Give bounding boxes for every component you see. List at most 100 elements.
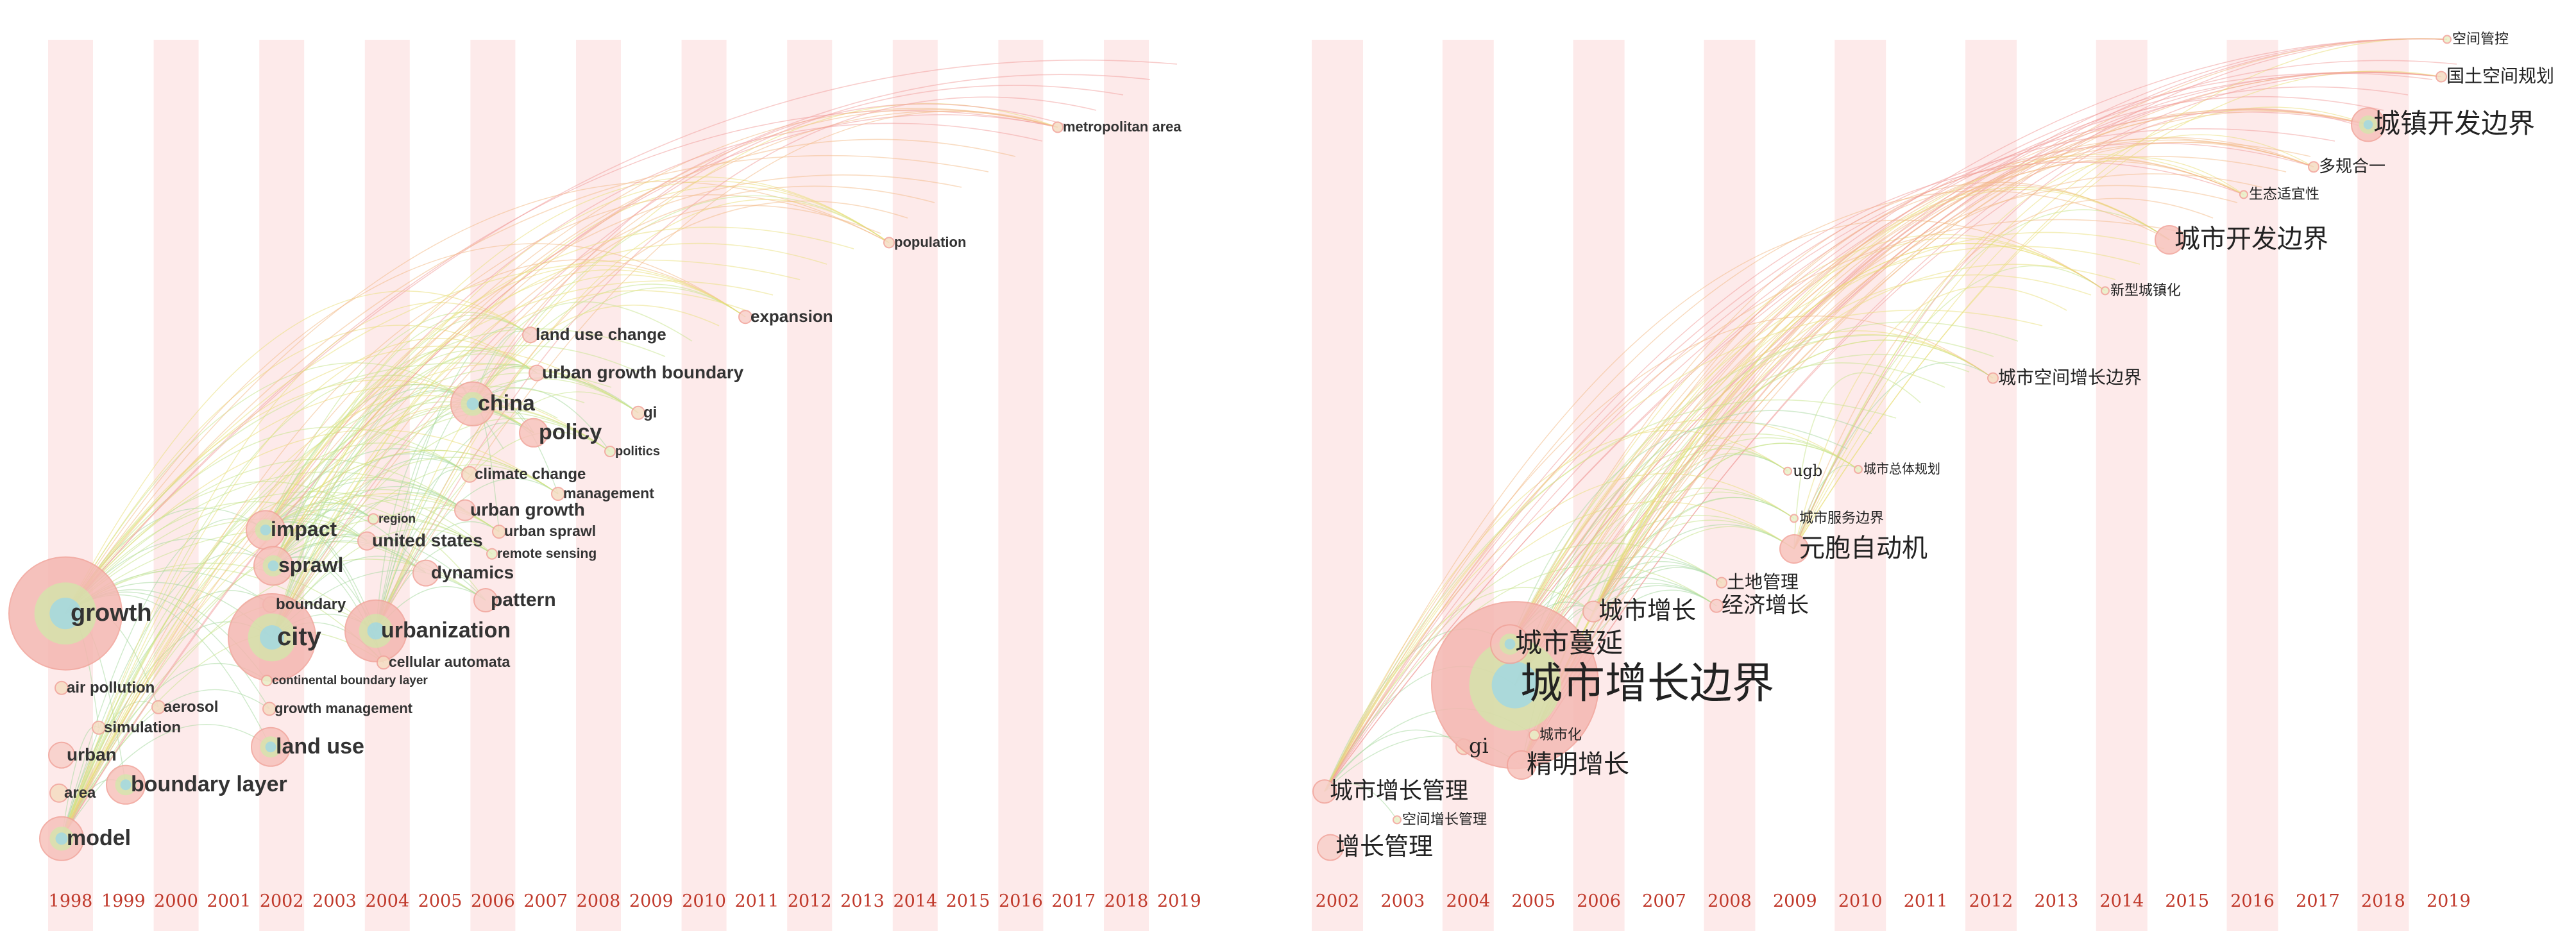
- co-occurrence-link: [265, 122, 1043, 530]
- keyword-node-center: [260, 525, 271, 535]
- year-label-2004: 2004: [1446, 891, 1490, 911]
- keyword-node: [1393, 815, 1402, 825]
- co-occurrence-link: [65, 362, 612, 614]
- co-occurrence-link: [1793, 286, 2067, 550]
- year-label-2015: 2015: [2165, 891, 2209, 911]
- keyword-label: china: [478, 391, 536, 416]
- keyword-node: [461, 466, 478, 483]
- year-stripe-2006: [470, 40, 516, 931]
- year-label-2017: 2017: [2296, 891, 2340, 911]
- co-occurrence-link: [61, 194, 890, 839]
- co-occurrence-link: [61, 174, 962, 839]
- keyword-node: [48, 741, 75, 769]
- keyword-label: 元胞自动机: [1799, 534, 1928, 563]
- keyword-node: [377, 655, 391, 670]
- co-occurrence-link: [1593, 274, 2092, 612]
- year-label-2008: 2008: [1707, 891, 1752, 911]
- keyword-label: area: [64, 784, 96, 802]
- year-stripe-2014: [892, 40, 938, 931]
- year-stripe-2000: [153, 40, 199, 931]
- co-occurrence-link: [1324, 399, 1897, 792]
- keyword-label: 城市总体规划: [1863, 461, 1940, 476]
- co-occurrence-link: [61, 280, 774, 839]
- co-occurrence-link: [472, 205, 881, 405]
- year-label-2002: 2002: [1316, 891, 1360, 911]
- co-occurrence-link: [375, 199, 890, 632]
- co-occurrence-link: [1593, 185, 2238, 612]
- keyword-node: [1317, 834, 1344, 861]
- keyword-node: [357, 531, 377, 551]
- keyword-label: land use: [276, 734, 364, 759]
- keyword-node: [1783, 466, 1792, 476]
- co-occurrence-link: [375, 478, 559, 632]
- keyword-node: [2443, 35, 2452, 44]
- keyword-node: [454, 499, 476, 521]
- co-occurrence-link: [65, 426, 470, 614]
- keyword-node: [261, 675, 273, 687]
- co-occurrence-link: [65, 429, 559, 614]
- keyword-label: urban growth boundary: [542, 362, 744, 382]
- co-occurrence-link: [273, 387, 473, 566]
- year-label-2012: 2012: [788, 891, 832, 911]
- co-occurrence-link: [273, 109, 1058, 566]
- year-label-2005: 2005: [1511, 891, 1555, 911]
- keyword-label: urban sprawl: [504, 523, 596, 539]
- co-occurrence-link: [1514, 141, 2311, 686]
- year-stripe-2010: [1835, 40, 1886, 931]
- keyword-node: [473, 588, 498, 612]
- year-label-2009: 2009: [1773, 891, 1817, 911]
- co-occurrence-link: [1509, 330, 1994, 644]
- co-occurrence-link: [1793, 108, 2360, 550]
- co-occurrence-link: [61, 518, 266, 839]
- year-stripe-2004: [1442, 40, 1494, 931]
- co-occurrence-link: [273, 518, 493, 566]
- keyword-node: [2308, 161, 2319, 173]
- year-label-2010: 2010: [1838, 891, 1883, 911]
- co-occurrence-link: [375, 327, 531, 631]
- year-label-2003: 2003: [1381, 891, 1425, 911]
- keyword-label: urban: [67, 745, 117, 764]
- co-occurrence-link: [61, 259, 746, 839]
- year-label-2007: 2007: [523, 891, 568, 911]
- co-occurrence-link: [1324, 473, 1795, 792]
- co-occurrence-link: [472, 195, 890, 405]
- co-occurrence-link: [271, 353, 538, 638]
- co-occurrence-link: [65, 243, 746, 614]
- keyword-label: boundary layer: [131, 772, 287, 796]
- co-occurrence-link: [1509, 155, 2244, 644]
- keyword-node: [55, 680, 69, 695]
- co-occurrence-link: [65, 181, 890, 614]
- year-label-2009: 2009: [629, 891, 674, 911]
- keyword-label: 城镇开发边界: [2373, 108, 2535, 139]
- keyword-label: continental boundary layer: [272, 674, 428, 687]
- keyword-node-center: [2363, 120, 2373, 130]
- keyword-label: 空间增长管理: [1402, 812, 1487, 828]
- keyword-label: cellular automata: [389, 653, 510, 670]
- year-label-1998: 1998: [49, 891, 93, 911]
- keyword-node: [604, 446, 616, 457]
- co-occurrence-link: [61, 724, 271, 839]
- year-label-2006: 2006: [1577, 891, 1621, 911]
- keyword-label: 城市增长: [1598, 596, 1696, 625]
- co-occurrence-link: [273, 139, 1016, 566]
- keyword-label: dynamics: [431, 562, 514, 582]
- co-occurrence-link: [1593, 187, 2170, 612]
- year-label-2018: 2018: [1105, 891, 1149, 911]
- co-occurrence-link: [1509, 72, 2433, 644]
- keyword-label: population: [894, 234, 966, 250]
- keyword-node-center: [1504, 639, 1516, 650]
- co-occurrence-link: [265, 226, 854, 530]
- co-occurrence-link: [265, 367, 639, 530]
- keyword-node: [1507, 750, 1536, 780]
- keyword-label: gi: [1469, 734, 1489, 758]
- keyword-label: 城市增长管理: [1330, 778, 1468, 804]
- keyword-node: [1709, 598, 1724, 613]
- year-stripe-2008: [1704, 40, 1756, 931]
- co-occurrence-link: [1793, 209, 2170, 550]
- co-occurrence-link: [375, 422, 534, 632]
- year-stripe-2014: [2096, 40, 2148, 931]
- keyword-node-center: [267, 560, 279, 571]
- keyword-node: [529, 364, 545, 382]
- keyword-label: air pollution: [67, 679, 155, 696]
